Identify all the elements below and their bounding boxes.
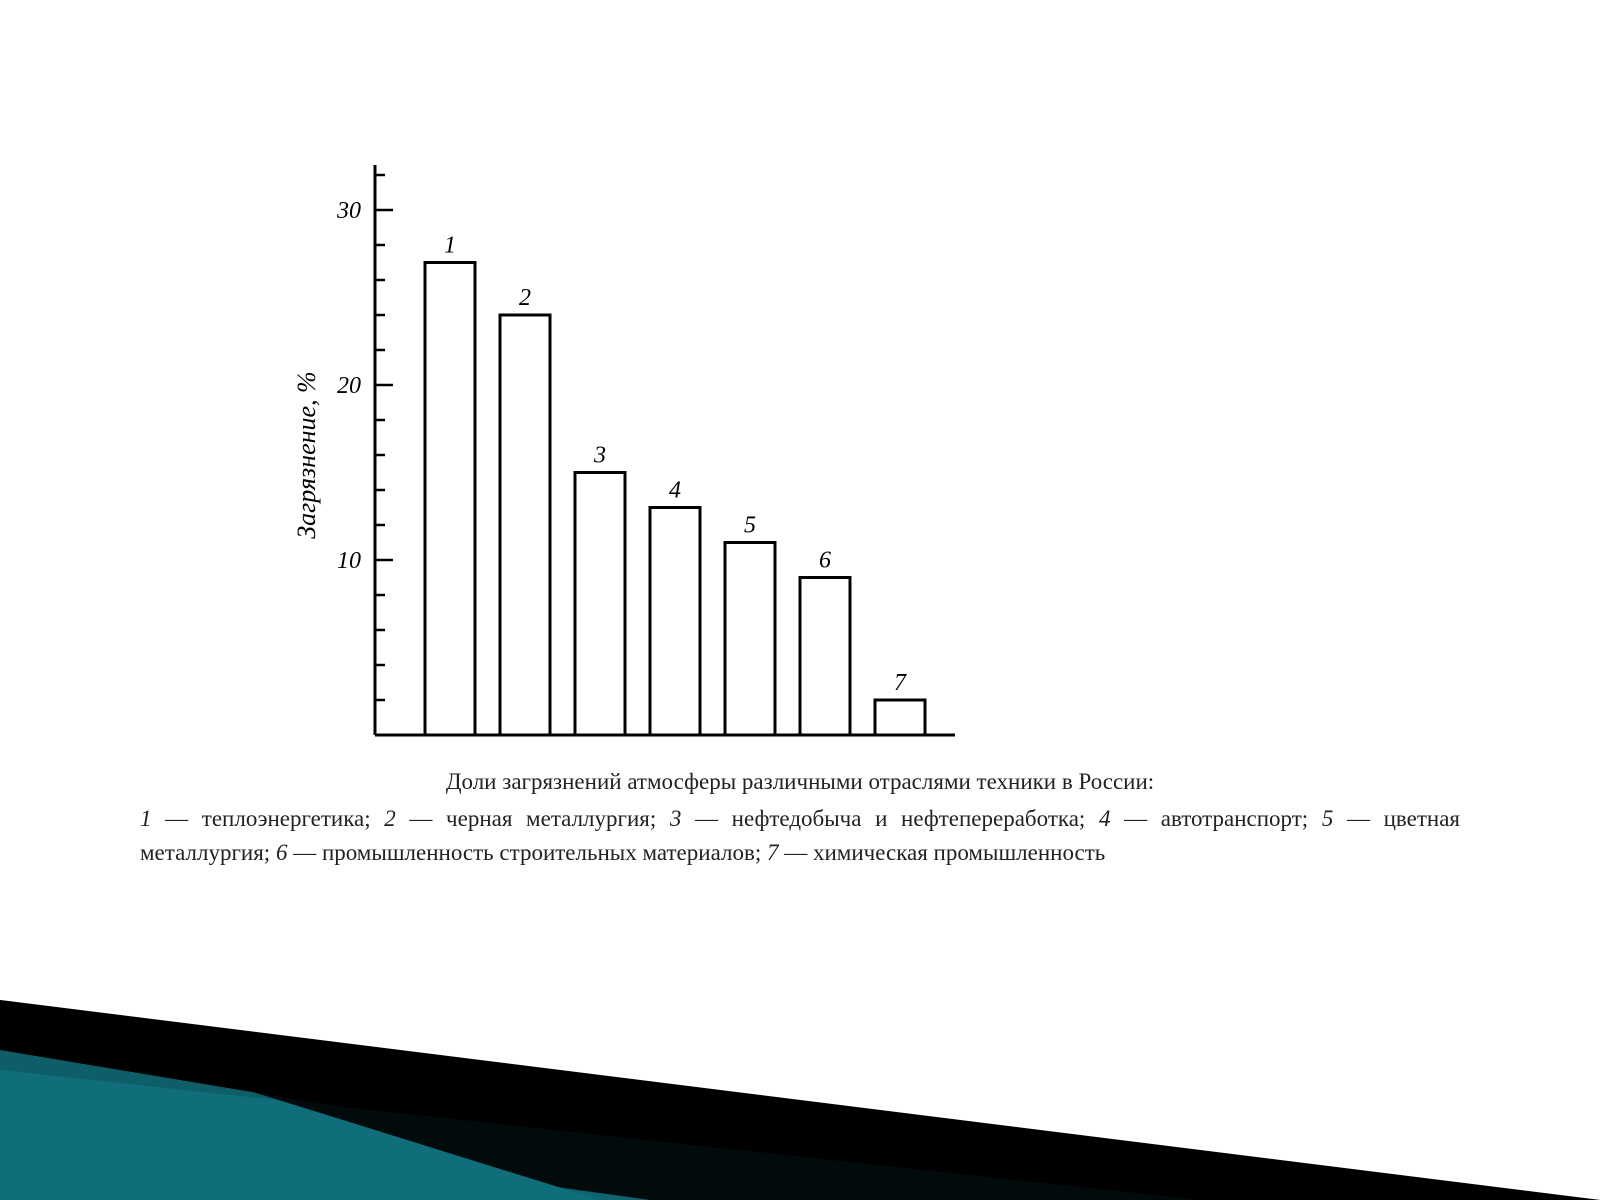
svg-text:1: 1 <box>444 233 456 259</box>
svg-text:30: 30 <box>336 198 361 224</box>
legend-key: 3 <box>670 806 682 831</box>
caption-legend: 1 — теплоэнергетика; 2 — черная металлур… <box>140 806 1460 864</box>
chart-caption: Доли загрязнений атмосферы различными от… <box>140 765 1460 869</box>
legend-key: 7 <box>767 840 779 865</box>
svg-text:3: 3 <box>593 443 606 469</box>
pollution-bar-chart: 10 20 30 Загрязнение, % 1 2 3 4 5 6 7 <box>0 0 1600 1200</box>
legend-key: 4 <box>1099 806 1111 831</box>
svg-text:10: 10 <box>337 548 361 574</box>
stage: 10 20 30 Загрязнение, % 1 2 3 4 5 6 7 Доли загрязн… <box>0 0 1600 1200</box>
legend-key: 6 <box>276 840 288 865</box>
svg-text:4: 4 <box>669 478 681 504</box>
svg-text:7: 7 <box>894 670 907 696</box>
svg-text:20: 20 <box>337 373 361 399</box>
legend-key: 5 <box>1322 806 1334 831</box>
legend-key: 2 <box>384 806 396 831</box>
svg-text:2: 2 <box>519 285 531 311</box>
svg-text:6: 6 <box>819 548 831 574</box>
legend-key: 1 <box>140 806 152 831</box>
svg-text:5: 5 <box>744 513 756 539</box>
caption-title: Доли загрязнений атмосферы различными от… <box>140 765 1460 798</box>
svg-text:Загрязнение, %: Загрязнение, % <box>292 371 321 538</box>
